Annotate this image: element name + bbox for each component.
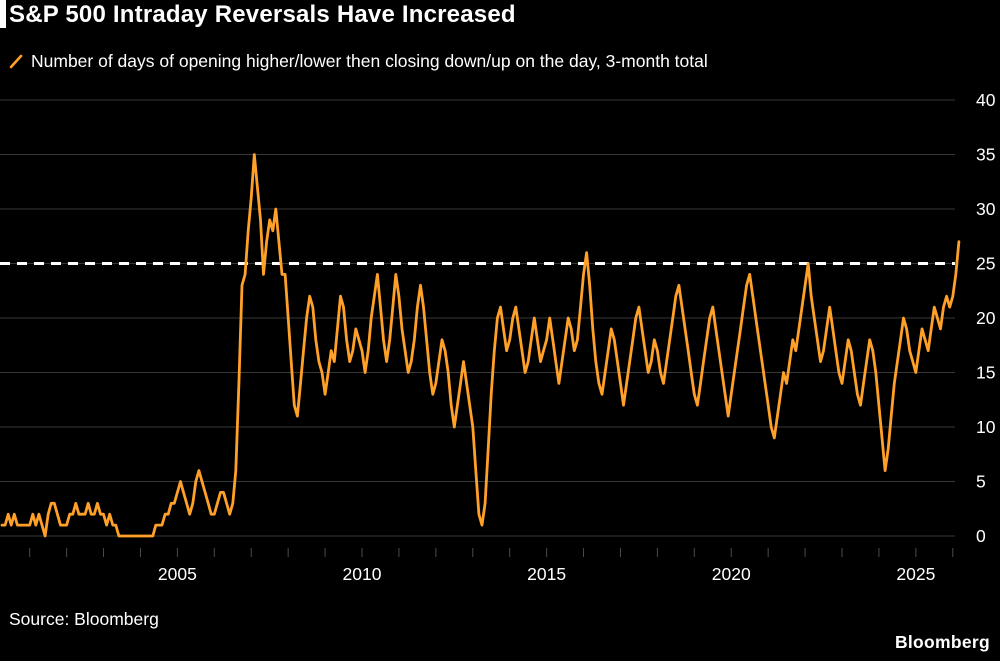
x-axis-label-2005: 2005 bbox=[158, 564, 197, 584]
y-axis-label-40: 40 bbox=[976, 90, 996, 110]
legend-label: Number of days of opening higher/lower t… bbox=[31, 51, 708, 71]
y-axis-label-15: 15 bbox=[976, 363, 995, 383]
bloomberg-logo: Bloomberg bbox=[894, 632, 990, 652]
chart-legend: Number of days of opening higher/lower t… bbox=[9, 51, 708, 72]
chart-title: S&P 500 Intraday Reversals Have Increase… bbox=[9, 1, 516, 28]
x-axis-label-2010: 2010 bbox=[343, 564, 382, 584]
screen-artifact bbox=[0, 0, 6, 28]
x-axis-label-2015: 2015 bbox=[527, 564, 566, 584]
source-note: Source: Bloomberg bbox=[9, 609, 159, 629]
y-axis-label-10: 10 bbox=[976, 417, 996, 437]
x-axis-label-2025: 2025 bbox=[896, 564, 935, 584]
y-axis-label-0: 0 bbox=[976, 526, 986, 546]
y-axis-label-35: 35 bbox=[976, 145, 995, 165]
y-axis-label-30: 30 bbox=[976, 199, 996, 219]
x-axis-label-2020: 2020 bbox=[712, 564, 751, 584]
y-axis-label-5: 5 bbox=[976, 472, 986, 492]
y-axis-label-20: 20 bbox=[976, 308, 996, 328]
y-axis-label-25: 25 bbox=[976, 254, 995, 274]
reversals-line-series bbox=[0, 153, 961, 538]
legend-line-icon bbox=[9, 54, 23, 69]
